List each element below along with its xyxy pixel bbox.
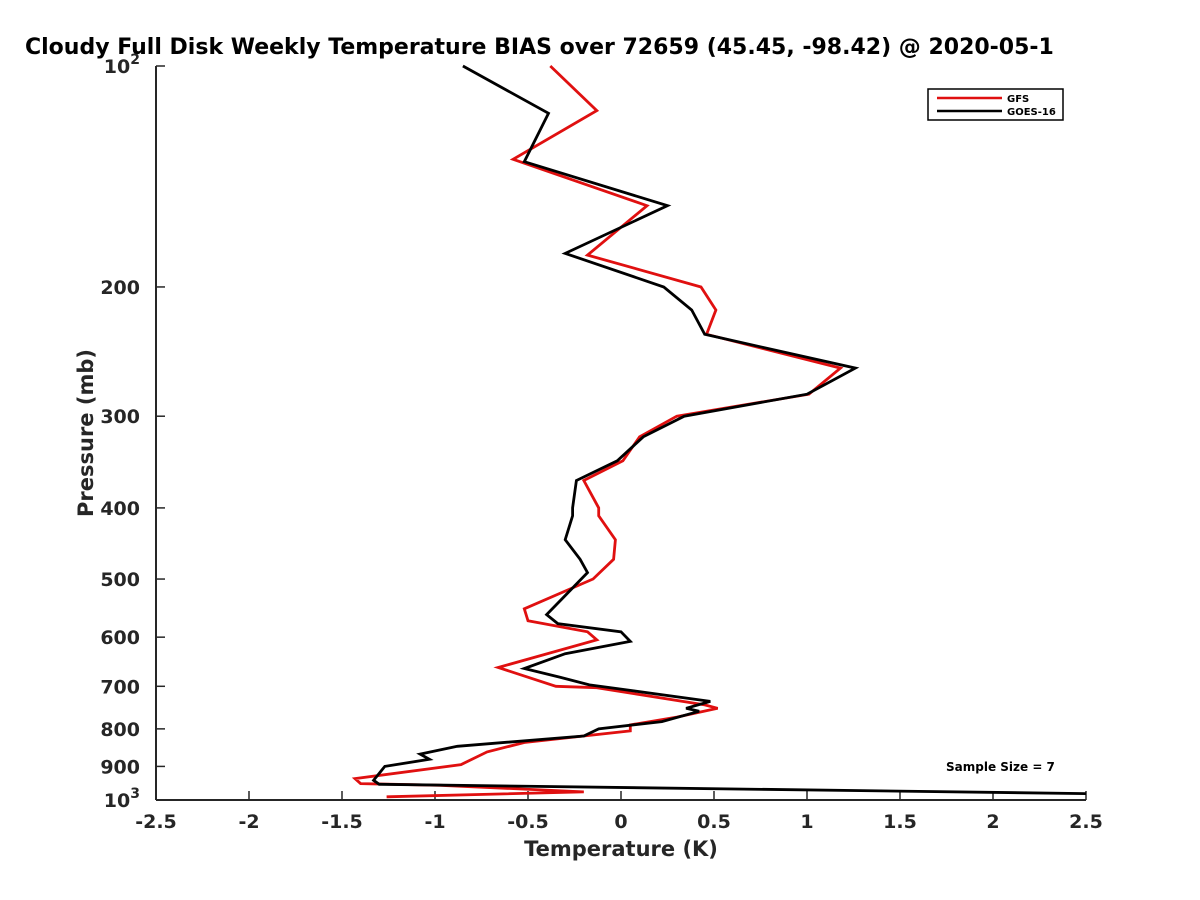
x-tick-label: -2.5 bbox=[135, 811, 177, 833]
x-tick-label: 0.5 bbox=[697, 811, 731, 833]
y-tick-base: 10 bbox=[104, 790, 130, 812]
legend-box bbox=[927, 88, 1064, 121]
y-tick-exponent: 3 bbox=[130, 786, 140, 802]
y-tick-label: 102 bbox=[104, 52, 140, 78]
x-tick-label: 1 bbox=[800, 811, 813, 833]
y-tick-label: 900 bbox=[100, 756, 140, 778]
y-tick-base: 10 bbox=[104, 56, 130, 78]
y-axis-label: Pressure (mb) bbox=[74, 349, 98, 517]
y-tick-label: 600 bbox=[100, 627, 140, 649]
y-tick-label: 500 bbox=[100, 569, 140, 591]
legend-label-gfs: GFS bbox=[1007, 94, 1029, 105]
sample-size-annotation: Sample Size = 7 bbox=[946, 760, 1055, 774]
x-tick-label: 1.5 bbox=[883, 811, 917, 833]
x-tick-label: 2.5 bbox=[1069, 811, 1103, 833]
y-tick-exponent: 2 bbox=[130, 52, 140, 68]
y-tick-label: 400 bbox=[100, 498, 140, 520]
legend-label-goes16: GOES-16 bbox=[1007, 107, 1056, 118]
y-tick-label: 103 bbox=[104, 786, 140, 812]
x-tick-label: -2 bbox=[238, 811, 259, 833]
y-tick-label: 200 bbox=[100, 277, 140, 299]
series-line-goes16 bbox=[371, 64, 1087, 795]
x-tick-label: -1 bbox=[424, 811, 445, 833]
x-tick-label: -1.5 bbox=[321, 811, 363, 833]
y-tick-label: 800 bbox=[100, 719, 140, 741]
x-tick-label: 2 bbox=[986, 811, 999, 833]
x-ticks: -2.5 -2 -1.5 -1 -0.5 0 0.5 1 1.5 2 2.5 bbox=[135, 791, 1103, 833]
x-tick-label: -0.5 bbox=[507, 811, 549, 833]
series-line-gfs bbox=[351, 64, 844, 799]
chart-title: Cloudy Full Disk Weekly Temperature BIAS… bbox=[25, 35, 1054, 60]
y-tick-label: 700 bbox=[100, 676, 140, 698]
series-lines bbox=[351, 64, 1087, 799]
legend: GFS GOES-16 bbox=[927, 88, 1064, 121]
x-axis-label: Temperature (K) bbox=[524, 837, 718, 861]
x-tick-label: 0 bbox=[614, 811, 627, 833]
y-tick-label: 300 bbox=[100, 406, 140, 428]
